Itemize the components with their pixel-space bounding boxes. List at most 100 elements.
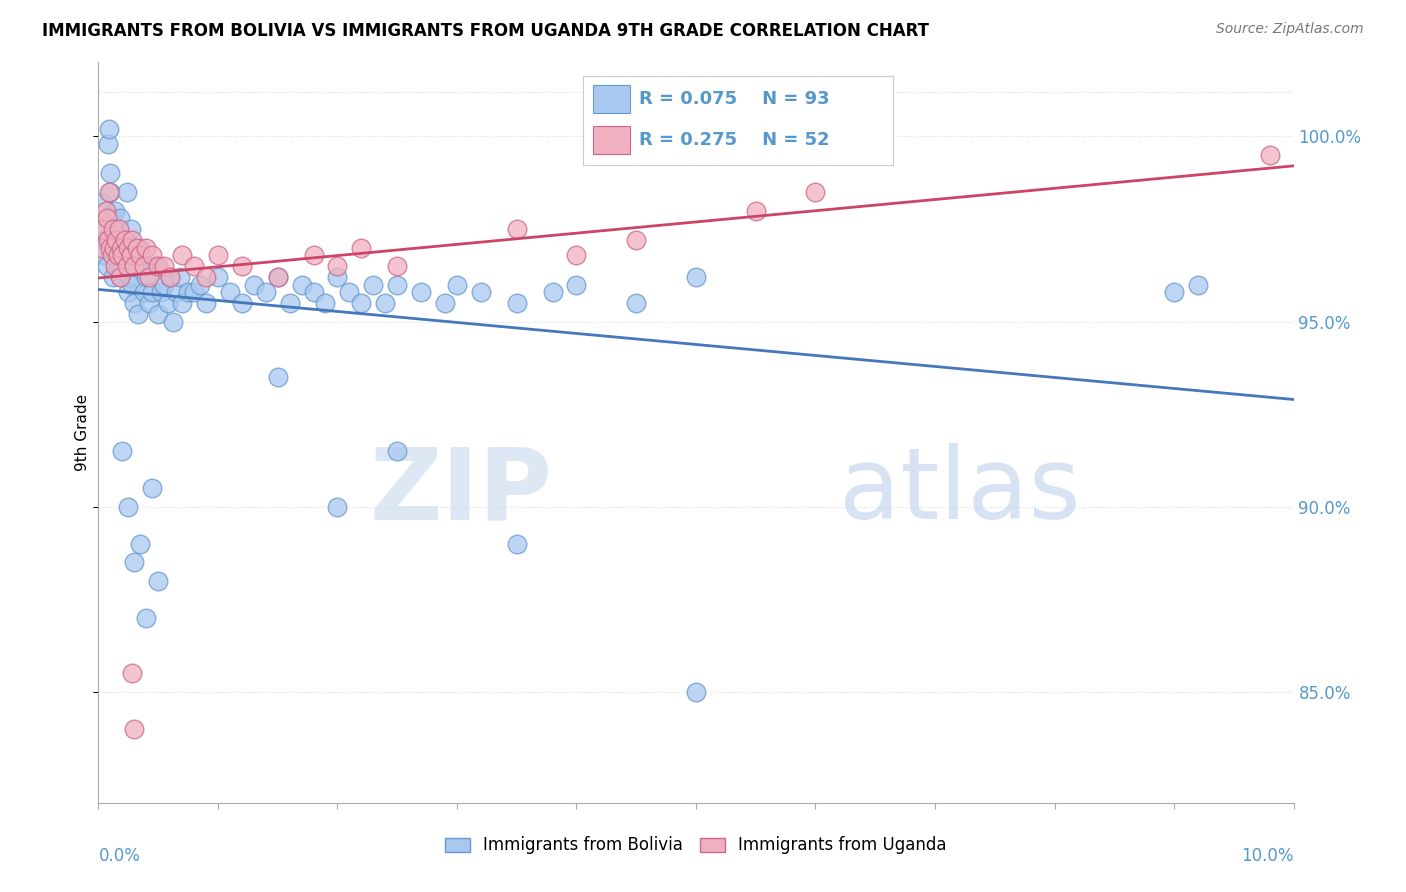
Point — [162, 315, 184, 329]
Point — [141, 285, 163, 299]
Point — [411, 285, 433, 299]
Point — [129, 537, 152, 551]
Point — [470, 285, 492, 299]
Point — [385, 444, 409, 458]
Point — [117, 241, 139, 255]
Point — [148, 574, 170, 588]
Point — [302, 248, 325, 262]
Point — [183, 259, 205, 273]
Point — [148, 259, 170, 273]
Point — [101, 222, 124, 236]
Point — [626, 233, 648, 247]
Point — [326, 270, 349, 285]
Point — [135, 611, 157, 625]
Point — [172, 296, 194, 310]
Point — [626, 296, 648, 310]
Point — [541, 285, 564, 299]
Point — [350, 241, 373, 255]
Point — [153, 259, 176, 273]
Point — [129, 241, 152, 255]
Point — [132, 259, 155, 273]
Point — [124, 296, 146, 310]
Point — [565, 248, 588, 262]
Text: atlas: atlas — [839, 443, 1081, 541]
Point — [804, 185, 827, 199]
Point — [125, 248, 148, 262]
Point — [125, 241, 148, 255]
Text: 10.0%: 10.0% — [1241, 847, 1294, 865]
Point — [685, 270, 707, 285]
Text: 0.0%: 0.0% — [98, 847, 141, 865]
Point — [207, 248, 229, 262]
Point — [98, 185, 121, 199]
Point — [326, 259, 349, 273]
Point — [685, 685, 707, 699]
Point — [124, 722, 146, 736]
Point — [172, 248, 194, 262]
Point — [112, 248, 135, 262]
Point — [103, 222, 125, 236]
Point — [120, 222, 142, 236]
Point — [243, 277, 266, 292]
Bar — [593, 85, 630, 113]
Point — [111, 248, 134, 262]
Point — [302, 285, 325, 299]
Point — [107, 222, 129, 236]
Y-axis label: 9th Grade: 9th Grade — [75, 394, 90, 471]
Point — [108, 211, 131, 225]
Point — [326, 500, 349, 514]
Point — [132, 285, 155, 299]
Point — [231, 296, 253, 310]
Point — [120, 248, 142, 262]
Point — [565, 277, 588, 292]
Point — [111, 444, 134, 458]
Point — [138, 270, 160, 285]
Point — [101, 270, 124, 285]
Point — [91, 196, 114, 211]
Point — [105, 222, 128, 236]
Point — [121, 233, 143, 247]
Point — [90, 241, 112, 255]
Point — [107, 259, 129, 273]
Point — [98, 167, 122, 181]
Point — [111, 259, 134, 273]
Point — [374, 296, 396, 310]
Point — [159, 270, 181, 285]
Point — [93, 248, 115, 262]
Point — [96, 259, 118, 273]
Point — [100, 248, 122, 262]
Point — [165, 285, 187, 299]
Point — [506, 222, 529, 236]
Point — [107, 248, 129, 262]
Point — [97, 233, 120, 247]
Point — [121, 666, 143, 681]
Point — [177, 285, 200, 299]
Point — [195, 296, 218, 310]
Point — [107, 241, 129, 255]
Point — [121, 277, 143, 292]
Point — [118, 270, 141, 285]
Point — [267, 270, 290, 285]
Point — [267, 370, 290, 384]
Point — [117, 241, 139, 255]
Point — [254, 285, 277, 299]
Text: ZIP: ZIP — [370, 443, 553, 541]
Point — [188, 277, 211, 292]
Point — [105, 248, 128, 262]
Point — [115, 241, 138, 255]
Point — [339, 285, 361, 299]
Point — [141, 481, 163, 495]
Point — [291, 277, 314, 292]
Point — [446, 277, 468, 292]
Point — [363, 277, 385, 292]
Text: R = 0.275    N = 52: R = 0.275 N = 52 — [640, 131, 830, 149]
Point — [117, 500, 139, 514]
Point — [115, 259, 138, 273]
Text: IMMIGRANTS FROM BOLIVIA VS IMMIGRANTS FROM UGANDA 9TH GRADE CORRELATION CHART: IMMIGRANTS FROM BOLIVIA VS IMMIGRANTS FR… — [42, 22, 929, 40]
Point — [183, 285, 205, 299]
Point — [1187, 277, 1209, 292]
Bar — [593, 126, 630, 154]
Point — [315, 296, 337, 310]
Point — [94, 233, 117, 247]
Point — [114, 233, 136, 247]
